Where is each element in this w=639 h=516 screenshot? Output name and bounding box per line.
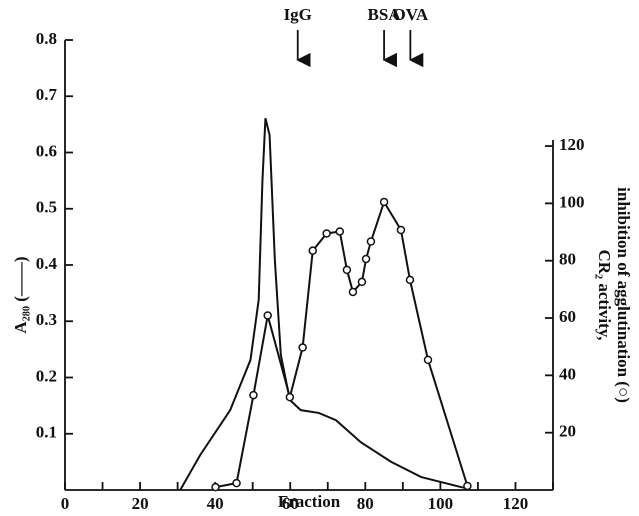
y2-tick-label: 20 (559, 422, 576, 441)
x-tick-label: 120 (503, 494, 529, 513)
y2-axis-label: CR₂ activity, (595, 249, 614, 340)
annotation-label: IgG (284, 5, 312, 24)
y2-tick-label: 80 (559, 250, 576, 269)
y-tick-label: 0.8 (36, 29, 57, 48)
x-tick-label: 80 (357, 494, 374, 513)
data-point (396, 225, 406, 235)
y2-tick-label: 100 (559, 192, 585, 211)
y-tick-label: 0.4 (36, 254, 58, 273)
y-tick-label: 0.1 (36, 423, 57, 442)
data-point (263, 311, 272, 320)
data-point (348, 287, 358, 297)
x-tick-label: 0 (61, 494, 70, 513)
data-point (423, 355, 433, 365)
data-point (211, 482, 220, 492)
data-point (357, 277, 367, 287)
data-point (405, 275, 415, 285)
annotation-label: OVA (393, 5, 429, 24)
x-tick-label: 40 (207, 494, 224, 513)
data-point (249, 390, 258, 400)
data-point (366, 237, 376, 246)
data-line (179, 117, 471, 491)
data-point (463, 481, 472, 491)
annotation-label: BSA (368, 5, 402, 24)
y2-axis-label: inhibition of agglutination (○) (614, 187, 633, 403)
y2-tick-label: 120 (559, 135, 585, 154)
y-axis-label: A₂₈₀ (——) (11, 256, 30, 333)
y2-tick-label: 40 (559, 364, 576, 383)
y-tick-label: 0.5 (36, 198, 57, 217)
x-axis-label: Fraction (278, 492, 341, 511)
data-point (379, 197, 389, 207)
data-point (361, 254, 371, 264)
x-tick-label: 20 (132, 494, 149, 513)
y-tick-label: 0.7 (36, 85, 58, 104)
data-point (322, 229, 331, 238)
x-tick-label: 60 (282, 494, 299, 513)
data-point (232, 478, 241, 488)
y2-tick-label: 60 (559, 307, 576, 326)
y-tick-label: 0.6 (36, 141, 57, 160)
data-point (308, 246, 318, 255)
y-tick-label: 0.3 (36, 310, 57, 329)
data-point (285, 392, 295, 402)
data-point (342, 265, 352, 275)
x-tick-label: 100 (428, 494, 454, 513)
data-point (335, 227, 345, 236)
y-tick-label: 0.2 (36, 366, 57, 385)
data-point (298, 343, 307, 352)
